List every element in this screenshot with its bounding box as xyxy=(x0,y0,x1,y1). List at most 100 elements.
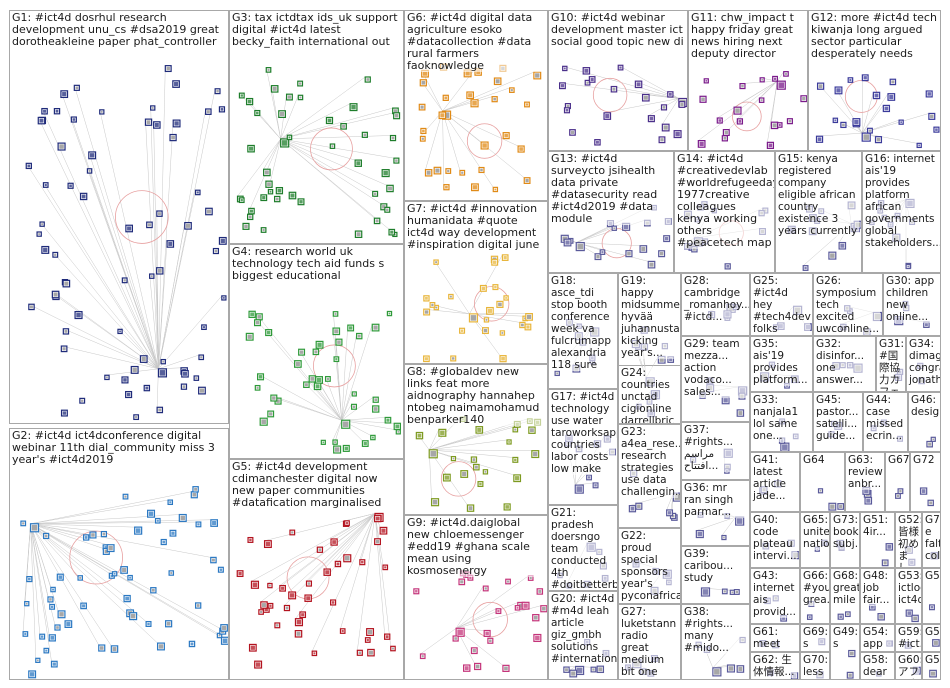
cluster-label: G17: #ict4d technology use water tarowor… xyxy=(551,391,618,475)
node-avatar xyxy=(535,73,540,78)
cluster-label: G69: s xyxy=(803,626,829,650)
node-avatar xyxy=(662,106,666,109)
node-avatar xyxy=(664,236,669,241)
node-avatar xyxy=(250,645,255,650)
node-avatar xyxy=(41,635,44,638)
cluster-label: G45: pastor... satelli... guide... xyxy=(816,394,860,442)
cluster-label: G64 xyxy=(803,454,842,466)
node-avatar xyxy=(930,606,934,609)
node-avatar xyxy=(373,192,377,196)
cluster-label: G59: #ict... xyxy=(898,626,922,650)
node-avatar xyxy=(468,93,473,98)
node-avatar xyxy=(374,398,378,402)
node-avatar xyxy=(361,560,364,564)
edge xyxy=(442,111,494,188)
node-avatar xyxy=(249,146,254,151)
node-avatar xyxy=(659,357,664,362)
node-avatar xyxy=(112,647,117,651)
edge xyxy=(442,96,493,112)
node-avatar xyxy=(619,66,622,69)
cluster-graph xyxy=(932,639,940,647)
node-avatar xyxy=(158,212,161,216)
node-avatar xyxy=(252,582,258,588)
edge xyxy=(280,138,387,186)
cluster-g62: G62: 生体情報... xyxy=(750,652,800,680)
edge xyxy=(429,427,514,451)
node-avatar xyxy=(382,205,386,209)
node-avatar xyxy=(154,122,159,127)
node-avatar xyxy=(287,95,292,99)
node-avatar xyxy=(465,71,470,76)
node-avatar xyxy=(598,667,603,672)
cluster-label: G52: 皆様初めまし... xyxy=(898,514,921,567)
node-avatar xyxy=(84,536,88,539)
cluster-graph xyxy=(25,65,227,421)
node-avatar xyxy=(69,184,72,188)
node-avatar xyxy=(723,136,727,140)
edge xyxy=(429,439,508,451)
node-avatar xyxy=(483,328,488,333)
node-avatar xyxy=(102,532,106,536)
node-avatar xyxy=(123,378,127,382)
node-avatar xyxy=(381,528,386,533)
node-avatar xyxy=(180,515,185,521)
node-avatar xyxy=(846,613,849,616)
edge xyxy=(288,513,376,593)
cluster-label: G54: app yest... xyxy=(863,626,894,651)
cluster-g16: G16: internet ais'19 provides platform a… xyxy=(862,151,941,273)
node-avatar xyxy=(250,312,254,317)
node-avatar xyxy=(587,476,591,479)
cluster-label: G34: dimagi congrats jonathan... xyxy=(909,338,940,386)
node-avatar xyxy=(556,372,559,375)
node-avatar xyxy=(643,95,648,100)
edge xyxy=(266,67,281,139)
node-avatar xyxy=(760,99,763,102)
node-avatar xyxy=(22,522,25,525)
edge xyxy=(41,108,159,369)
node-avatar xyxy=(277,188,282,193)
cluster-g70: G70: less 24... xyxy=(800,652,830,680)
cluster-graph xyxy=(697,71,807,149)
node-avatar xyxy=(782,444,788,450)
self-loop-edge xyxy=(466,123,503,159)
edge xyxy=(861,93,889,134)
node-avatar xyxy=(702,589,709,595)
cluster-g3: G3: tax ictdtax ids_uk support digital #… xyxy=(229,10,404,244)
node-avatar xyxy=(449,295,452,298)
node-avatar xyxy=(316,377,322,383)
node-avatar xyxy=(264,607,268,612)
node-avatar xyxy=(529,576,532,580)
node-avatar xyxy=(41,223,44,226)
node-avatar xyxy=(25,602,28,605)
node-avatar xyxy=(313,652,316,655)
node-avatar xyxy=(108,545,113,551)
cluster-g59: G59: #ict... xyxy=(895,624,922,652)
cluster-label: G28: cambridge _romanhoy... #ictd... xyxy=(684,275,750,323)
node-avatar xyxy=(99,646,104,650)
cluster-label: G66: #you... grea... xyxy=(803,570,830,606)
node-avatar xyxy=(443,112,450,118)
cluster-label: G13: #ict4d surveycto jsihealth data pri… xyxy=(551,153,671,225)
node-avatar xyxy=(194,487,198,491)
edge xyxy=(569,666,576,671)
node-avatar xyxy=(240,199,243,202)
edge xyxy=(30,523,51,605)
node-avatar xyxy=(269,412,273,416)
node-avatar xyxy=(913,616,918,621)
node-avatar xyxy=(169,501,172,504)
node-avatar xyxy=(472,185,478,190)
node-avatar xyxy=(623,224,629,230)
cluster-label: G38: #rights... many #mido... xyxy=(684,606,747,654)
node-avatar xyxy=(935,128,938,131)
node-avatar xyxy=(394,114,399,118)
node-avatar xyxy=(295,361,300,367)
node-avatar xyxy=(124,495,127,498)
node-avatar xyxy=(481,286,486,291)
node-avatar xyxy=(344,446,349,451)
node-avatar xyxy=(424,357,428,361)
cluster-g69: G69: s xyxy=(800,624,830,652)
node-avatar xyxy=(669,358,673,362)
node-avatar xyxy=(279,111,285,117)
node-avatar xyxy=(431,303,434,307)
node-avatar xyxy=(272,396,276,400)
